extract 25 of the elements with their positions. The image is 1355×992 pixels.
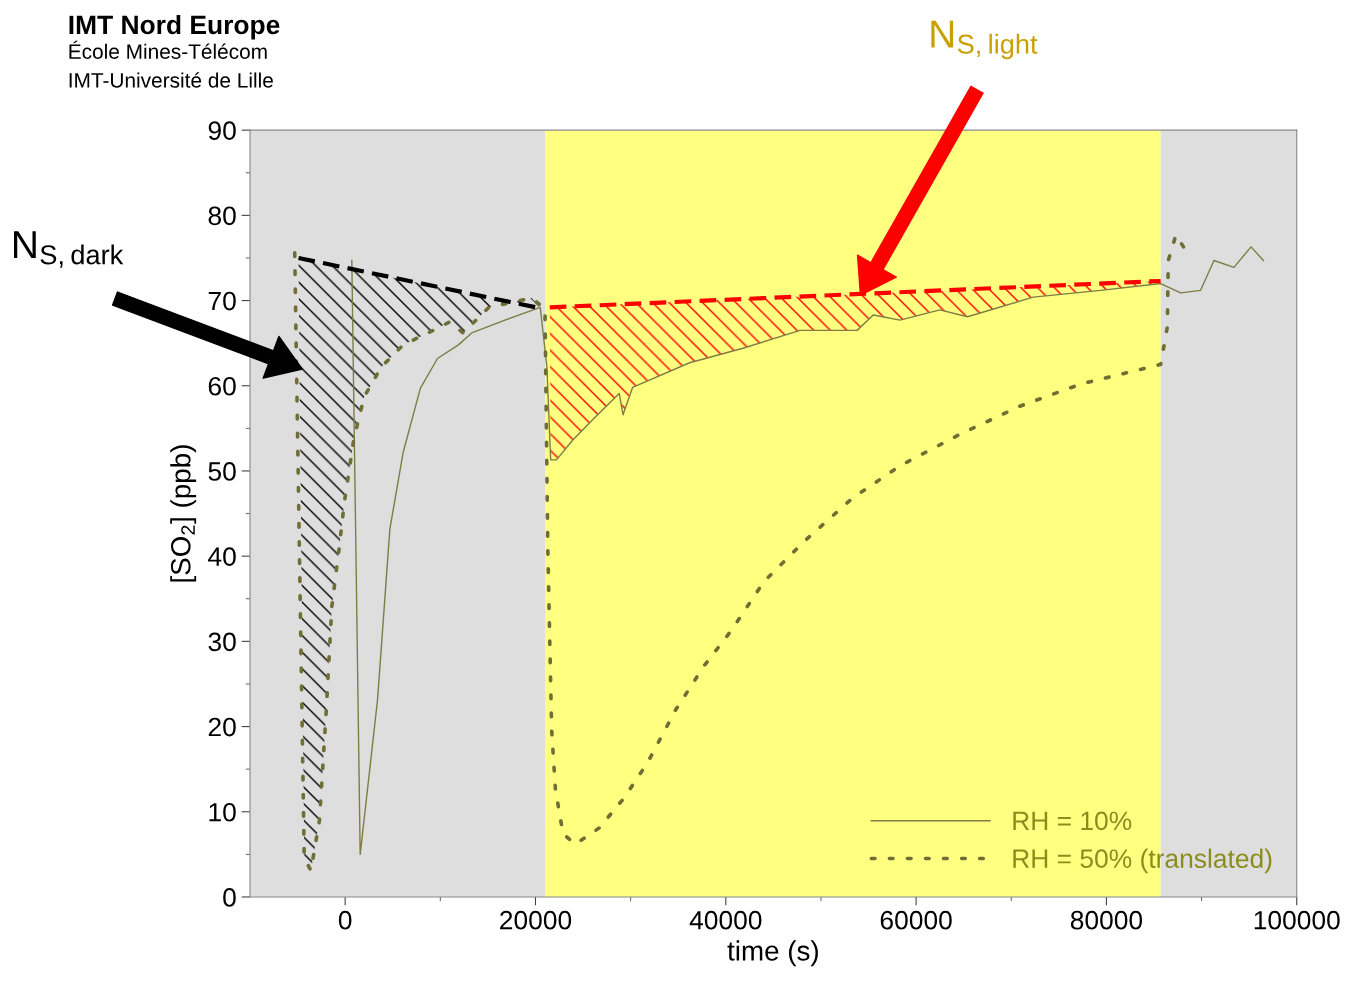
text: IMT Nord Europe [69, 14, 280, 40]
text: N$_{S,dark}$ [14, 231, 124, 268]
x-tick-label: 20000 [500, 910, 572, 930]
y-tick-label: 0 [223, 888, 236, 907]
y-tick-label: 50 [208, 462, 236, 481]
y-tick-label: 30 [208, 632, 236, 652]
y-tick-label: 40 [208, 547, 236, 566]
y-tick-label: 20 [208, 717, 236, 737]
y-tick-label: 90 [208, 121, 236, 140]
x-tick-label: 100000 [1254, 910, 1340, 930]
y-tick-label: 70 [208, 291, 236, 311]
y-tick-label: 80 [208, 206, 236, 226]
y-tick-label: 60 [208, 376, 236, 396]
text: IMT-Université de Lille [69, 72, 273, 88]
x-tick-label: 60000 [880, 910, 952, 930]
text: N$_{S,light}$ [931, 20, 1038, 60]
x-tick-label: 0 [338, 910, 352, 930]
y-tick-label: 10 [209, 802, 236, 822]
x-tick-label: 80000 [1070, 910, 1143, 930]
legend-label: RH = 50% (translated) [1013, 848, 1272, 874]
y-axis-title: [SO$_{2}$] (ppb) [170, 445, 197, 582]
text: École Mines-Télécom [69, 40, 267, 59]
x-axis-title: time (s) [727, 940, 818, 967]
x-tick-label: 40000 [689, 910, 762, 930]
legend-label: RH = 10% [1013, 811, 1132, 831]
